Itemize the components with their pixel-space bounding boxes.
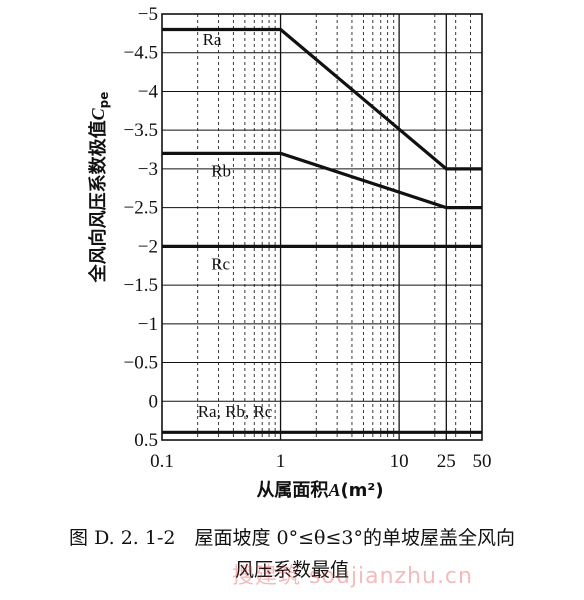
caption-line-2: 风压系数最值 [234,559,349,581]
y-tick-label: −5 [138,4,158,25]
y-tick-label: −2 [138,236,158,257]
x-tick-label: 25 [437,451,456,472]
y-tick-label: 0.5 [134,430,158,451]
y-tick-label: −2.5 [124,198,158,219]
caption-line-1: 图 D. 2. 1-2 屋面坡度 0°≤θ≤3°的单坡屋盖全风向 [69,527,515,549]
watermark: 搜建筑 soujianzhu.cn [232,564,473,589]
y-axis-label: 全风向风压系数极值Cpe [87,92,111,284]
plot-frame [161,13,483,441]
series-label-1: Ra [203,30,222,49]
x-axis-label: 从属面积A(m²) [256,480,383,501]
y-tick-label: −3.5 [124,120,158,141]
y-tick-label: −1 [138,314,158,335]
x-tick-label: 10 [390,451,409,472]
y-tick-label: −1.5 [124,275,158,296]
figure-caption: 图 D. 2. 1-2 屋面坡度 0°≤θ≤3°的单坡屋盖全风向 风压系数最值 [0,522,584,586]
x-tick-label: 0.1 [150,451,174,472]
y-tick-label: −4 [138,81,159,102]
y-tick-label: −0.5 [124,353,158,374]
y-tick-label: −4.5 [124,43,158,64]
chart: Ra Rb Rc Ra, Rb, Rc −5 −4.5 −4 −3.5 −3 −2.5 −2 −1.5… [87,4,492,501]
series-line-1 [162,27,482,171]
series-line-2 [162,151,482,210]
series-label-2: Rb [211,162,231,181]
series-label-4: Ra, Rb, Rc [198,402,273,421]
series-label-3: Rc [211,255,230,274]
x-tick-label: 50 [473,451,492,472]
x-tick-label: 1 [276,451,286,472]
y-tick-label: 0 [149,391,159,412]
y-tick-label: −3 [138,159,158,180]
